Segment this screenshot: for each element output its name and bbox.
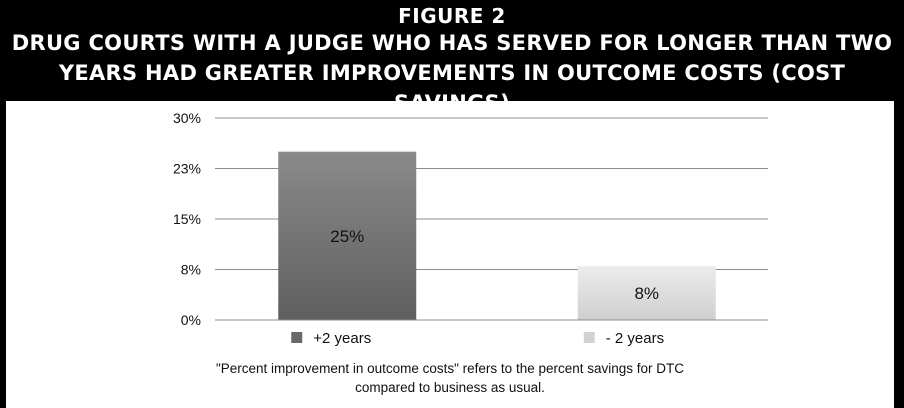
footnote-line-2: compared to business as usual. (355, 380, 545, 395)
figure-label: FIGURE 2 (398, 4, 506, 28)
legend-swatch (291, 332, 303, 343)
y-tick-label: 30% (173, 110, 201, 126)
chart-panel: 30% 23% 15% 8% 0% 25% 8% +2 years - 2 years "Per… (6, 101, 894, 408)
bar-data-label: 25% (330, 227, 364, 246)
bar (577, 266, 716, 320)
chart-footnote: "Percent improvement in outcome costs" r… (6, 359, 894, 397)
y-tick-label: 15% (173, 211, 201, 227)
y-tick-label: 8% (181, 262, 201, 278)
y-tick-label: 23% (173, 161, 201, 177)
legend-swatch (583, 332, 595, 343)
figure-title: DRUG COURTS WITH A JUDGE WHO HAS SERVED … (11, 31, 893, 115)
footnote-line-1: "Percent improvement in outcome costs" r… (215, 361, 685, 376)
bar-chart: 30% 23% 15% 8% 0% 25% 8% +2 years - 2 years (173, 110, 768, 347)
legend-label: - 2 years (606, 330, 664, 347)
bar (278, 151, 417, 320)
y-tick-label: 0% (181, 312, 201, 328)
figure-header: FIGURE 2 DRUG COURTS WITH A JUDGE WHO HA… (0, 0, 904, 115)
legend-label: +2 years (313, 330, 371, 347)
bar-data-label: 8% (634, 284, 659, 303)
